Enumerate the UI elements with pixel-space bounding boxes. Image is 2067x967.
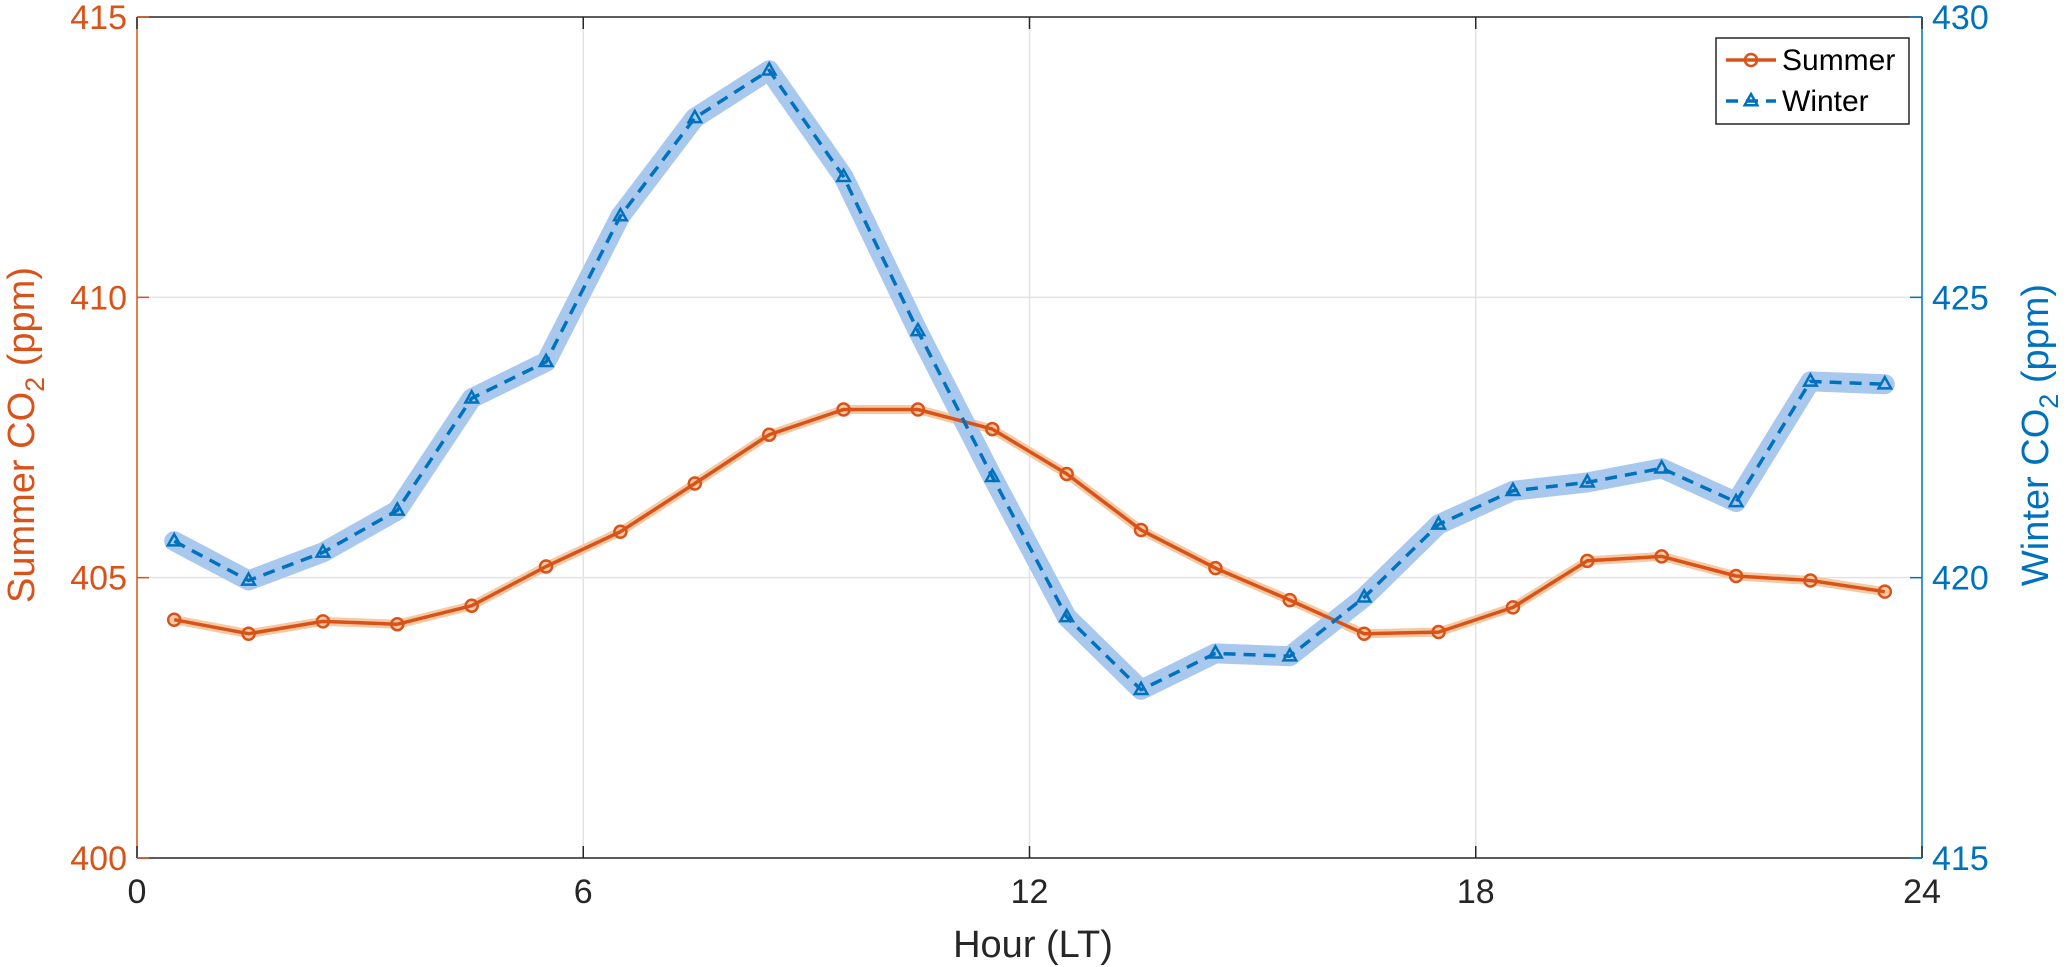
- line-summer: [173, 407, 1886, 636]
- point-winter: [983, 467, 1001, 483]
- point-winter: [165, 531, 183, 547]
- legend-box: [1715, 37, 1910, 125]
- y-left-tick-label: 400: [70, 840, 127, 878]
- series-markers: [165, 60, 1894, 696]
- point-winter: [388, 500, 406, 516]
- point-summer: [390, 616, 405, 632]
- point-winter: [760, 60, 778, 76]
- y-right-tick-label: 425: [1932, 279, 1989, 317]
- x-tick-label: 18: [1457, 873, 1495, 911]
- y-left-tick-label: 410: [70, 279, 127, 317]
- point-summer: [241, 626, 256, 641]
- y-right-tick-label: 430: [1932, 0, 1989, 37]
- y-right-tick-label: 420: [1932, 560, 1989, 598]
- x-tick-label: 12: [1011, 873, 1049, 911]
- axis-label-unit: (ppm): [1, 267, 43, 377]
- x-axis-label: Hour (LT): [953, 924, 1113, 966]
- point-summer: [1208, 560, 1223, 576]
- point-summer: [1654, 549, 1669, 564]
- point-summer: [761, 427, 777, 442]
- point-summer: [613, 524, 628, 539]
- point-winter: [1207, 643, 1224, 659]
- y-left-tick-label: 415: [70, 0, 127, 37]
- point-summer: [910, 402, 926, 417]
- point-winter: [240, 570, 258, 586]
- y-left-axis-label: Summer CO2 (ppm): [1, 267, 50, 603]
- point-summer: [315, 614, 331, 629]
- legend-winter-marker: [1742, 91, 1760, 107]
- point-winter: [1430, 514, 1447, 530]
- point-summer: [1356, 626, 1372, 641]
- point-winter: [1578, 472, 1596, 488]
- axis-label-subscript: 2: [20, 377, 50, 392]
- point-summer: [1133, 522, 1149, 538]
- point-summer: [1282, 592, 1298, 608]
- point-winter: [1281, 646, 1299, 662]
- point-summer: [166, 612, 182, 627]
- legend-summer-marker: [1743, 52, 1759, 68]
- axes: [136, 16, 1923, 859]
- legend-summer-label: Summer: [1782, 44, 1895, 77]
- point-winter: [1355, 587, 1373, 603]
- point-summer: [1803, 573, 1818, 588]
- point-winter: [463, 388, 481, 404]
- tick-labels: 0 6 12 18 24 400 405 410 415 415 420 425 430: [70, 0, 1988, 911]
- point-winter: [835, 167, 852, 183]
- x-tick-label: 24: [1903, 873, 1941, 911]
- point-summer: [1580, 553, 1595, 569]
- legend: Summer Winter: [1715, 37, 1910, 125]
- point-winter: [1727, 492, 1745, 508]
- point-summer: [538, 559, 554, 574]
- series-lines: [173, 68, 1886, 692]
- point-winter: [1132, 680, 1150, 696]
- point-summer: [1505, 600, 1521, 615]
- point-winter: [1504, 481, 1522, 497]
- axis-label-main: Winter CO: [2015, 409, 2057, 586]
- point-winter: [1802, 371, 1819, 387]
- legend-winter-label: Winter: [1782, 85, 1869, 118]
- point-summer: [464, 598, 479, 613]
- point-winter: [686, 108, 704, 124]
- axis-label-main: Summer CO: [1, 392, 43, 603]
- axis-label-unit: (ppm): [2015, 284, 2057, 394]
- grid-lines: [137, 17, 1922, 858]
- point-winter: [314, 542, 332, 558]
- x-tick-label: 6: [574, 873, 593, 911]
- line-winter: [173, 68, 1885, 692]
- point-summer: [1728, 568, 1744, 584]
- point-summer: [1059, 466, 1074, 482]
- point-summer: [985, 421, 1000, 437]
- point-summer: [1431, 624, 1446, 640]
- point-summer: [687, 476, 703, 491]
- point-winter: [1876, 374, 1894, 390]
- y-right-axis-label: Winter CO2 (ppm): [2015, 284, 2064, 586]
- axis-label-subscript: 2: [2034, 394, 2064, 409]
- point-winter: [1653, 458, 1671, 474]
- point-winter: [1058, 607, 1076, 623]
- point-summer: [836, 402, 851, 417]
- y-left-tick-label: 405: [70, 560, 127, 598]
- point-winter: [909, 321, 927, 337]
- y-right-tick-label: 415: [1932, 840, 1989, 878]
- point-winter: [537, 352, 555, 368]
- x-tick-label: 0: [128, 873, 147, 911]
- point-summer: [1877, 584, 1893, 599]
- point-winter: [612, 206, 629, 222]
